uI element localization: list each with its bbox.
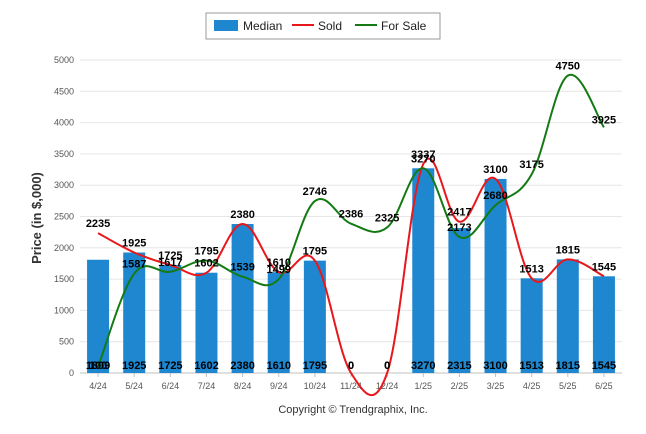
for-sale-value-label: 2680 — [483, 190, 507, 202]
x-tick-label: 11/24 — [340, 381, 362, 391]
y-axis-title: Price (in $,000) — [29, 172, 44, 264]
legend-forsale-label: For Sale — [381, 19, 427, 33]
for-sale-value-label: 3175 — [519, 159, 543, 171]
sold-value-label: 2417 — [447, 207, 471, 219]
sold-value-label: 0 — [348, 360, 354, 372]
x-tick-label: 5/24 — [125, 381, 143, 391]
x-tick-label: 4/25 — [523, 381, 541, 391]
sold-value-label: 3337 — [411, 149, 435, 161]
median-bar — [195, 272, 218, 373]
median-value-label: 1513 — [519, 360, 543, 372]
y-axis: 0 500 1000 1500 2000 2500 3000 3500 4000 4500 5000 — [54, 55, 74, 378]
median-value-label: 1809 — [86, 360, 110, 372]
x-tick-label: 12/24 — [376, 381, 399, 391]
legend-box — [205, 12, 441, 40]
sold-value-label: 1815 — [556, 244, 580, 256]
median-bar — [556, 259, 579, 373]
legend-median-label: Median — [243, 19, 282, 33]
median-bar — [159, 265, 182, 373]
median-value-label: 3270 — [411, 360, 435, 372]
y-tick-label: 4000 — [54, 118, 74, 128]
median-value-label: 1925 — [122, 360, 146, 372]
for-sale-value-label: 3925 — [592, 114, 616, 126]
x-tick-label: 8/24 — [234, 381, 252, 391]
for-sale-value-label: 3270 — [411, 153, 435, 165]
x-tick-label: 3/25 — [487, 381, 505, 391]
series-lines — [97, 73, 605, 397]
median-value-label: 1545 — [592, 360, 616, 372]
median-value-label: 0 — [384, 360, 390, 372]
median-bar — [231, 224, 254, 373]
median-value-label: 1602 — [194, 360, 218, 372]
median-value-label: 2315 — [447, 360, 471, 372]
y-tick-label: 3000 — [54, 180, 74, 190]
x-tick-label: 10/24 — [304, 381, 327, 391]
for-sale-value-label: 1587 — [122, 259, 146, 271]
for-sale-value-label: 2386 — [339, 209, 363, 221]
sold-value-label: 1925 — [122, 237, 146, 249]
median-bar — [303, 260, 326, 373]
legend-sold-label: Sold — [318, 19, 342, 33]
sold-value-label: 1513 — [519, 263, 543, 275]
y-tick-label: 5000 — [54, 55, 74, 65]
median-value-label: 1795 — [303, 360, 327, 372]
y-tick-label: 0 — [69, 368, 74, 378]
y-tick-label: 4500 — [54, 86, 74, 96]
sold-value-label: 2235 — [86, 218, 110, 230]
median-value-label: 2380 — [230, 360, 254, 372]
for-sale-line — [97, 73, 605, 368]
median-bar — [448, 228, 471, 373]
copyright-text: Copyright © Trendgraphix, Inc. — [278, 404, 427, 416]
x-tick-label: 4/24 — [89, 381, 107, 391]
for-sale-value-label: 1617 — [158, 257, 182, 269]
for-sale-value-label: 100 — [89, 360, 107, 372]
median-value-label: 3100 — [483, 360, 507, 372]
x-tick-label: 1/25 — [415, 381, 433, 391]
sold-value-label: 1725 — [158, 250, 182, 262]
median-bar — [412, 168, 435, 373]
median-value-label: 1815 — [556, 360, 580, 372]
legend: Median Sold For Sale — [205, 12, 441, 40]
sold-value-label: 1545 — [592, 261, 616, 273]
median-bar — [87, 259, 110, 373]
median-bar — [267, 272, 290, 373]
y-tick-label: 2000 — [54, 243, 74, 253]
sold-value-label: 1602 — [194, 258, 218, 270]
x-tick-label: 6/24 — [162, 381, 180, 391]
sold-value-label: 0 — [384, 360, 390, 372]
x-tick-label: 2/25 — [451, 381, 469, 391]
x-axis: 4/24 5/24 6/24 7/24 8/24 9/24 10/24 11/24 12/24 1… — [89, 373, 613, 391]
x-tick-label: 6/25 — [595, 381, 613, 391]
for-sale-value-label: 4750 — [556, 61, 580, 73]
legend-median-swatch — [214, 20, 238, 31]
median-value-label: 0 — [348, 360, 354, 372]
x-tick-label: 7/24 — [198, 381, 216, 391]
y-tick-label: 2500 — [54, 212, 74, 222]
sold-value-label: 1610 — [266, 257, 290, 269]
for-sale-value-label: 2746 — [303, 186, 327, 198]
median-bar — [484, 178, 507, 373]
sold-value-label: 1795 — [303, 246, 327, 258]
y-tick-label: 3500 — [54, 149, 74, 159]
y-tick-label: 500 — [59, 337, 74, 347]
sold-value-label: 2380 — [230, 209, 254, 221]
x-tick-label: 5/25 — [559, 381, 577, 391]
for-sale-value-label: 2325 — [375, 212, 399, 224]
for-sale-value-label: 1539 — [230, 262, 254, 274]
median-value-label: 1610 — [266, 360, 290, 372]
x-tick-label: 9/24 — [270, 381, 288, 391]
for-sale-value-label: 1795 — [194, 246, 218, 258]
for-sale-value-label: 2173 — [447, 222, 471, 234]
data-labels: 1809 1925 1725 1602 2380 1610 1795 0 0 3270 2315 31… — [86, 61, 616, 372]
sold-line — [97, 157, 605, 397]
median-bar — [520, 278, 543, 373]
y-tick-label: 1500 — [54, 274, 74, 284]
median-bar — [592, 276, 615, 373]
sold-value-label: 3100 — [483, 164, 507, 176]
median-value-label: 1725 — [158, 360, 182, 372]
for-sale-value-label: 1499 — [266, 264, 290, 276]
y-tick-label: 1000 — [54, 305, 74, 315]
